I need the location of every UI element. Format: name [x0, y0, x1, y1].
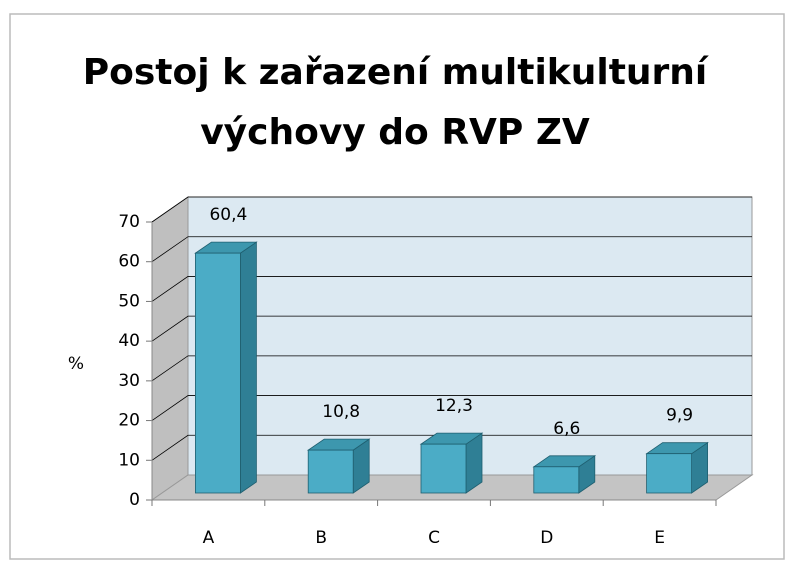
grid-line [151, 196, 752, 223]
chart-title: výchovy do RVP ZV [200, 112, 590, 153]
data-label: 60,4 [209, 205, 247, 225]
grid-line [151, 236, 752, 263]
y-tick-label: 70 [118, 212, 140, 232]
bar [420, 443, 467, 494]
data-label: 6,6 [553, 419, 580, 439]
bar-side [239, 241, 257, 494]
data-label: 9,9 [666, 406, 693, 426]
y-tick-label: 0 [129, 490, 140, 510]
y-tick-label: 20 [118, 411, 140, 431]
chart-title: Postoj k zařazení multikulturní [83, 52, 709, 93]
y-tick-label: 50 [118, 291, 140, 311]
y-tick-label: 10 [118, 450, 140, 470]
y-tick-label: 60 [118, 252, 140, 272]
data-label: 10,8 [322, 402, 360, 422]
data-label: 12,3 [435, 396, 473, 416]
chart-border [9, 13, 785, 560]
x-tick-label: D [540, 528, 553, 548]
x-tick-label: A [203, 528, 215, 548]
bar [194, 252, 241, 494]
y-tick-label: 40 [118, 331, 140, 351]
bar [533, 466, 580, 494]
x-tick-label: C [428, 528, 440, 548]
y-tick-label: 30 [118, 371, 140, 391]
bar [646, 453, 692, 494]
x-tick-label: E [654, 528, 665, 548]
bar [307, 449, 354, 494]
grid-line [151, 355, 752, 382]
side-wall [151, 196, 189, 501]
y-axis-label: % [68, 354, 84, 374]
x-tick-label: B [315, 528, 327, 548]
grid-line [151, 315, 752, 342]
grid-line [151, 276, 752, 302]
grid-line [151, 434, 752, 461]
grid-line [151, 395, 752, 421]
